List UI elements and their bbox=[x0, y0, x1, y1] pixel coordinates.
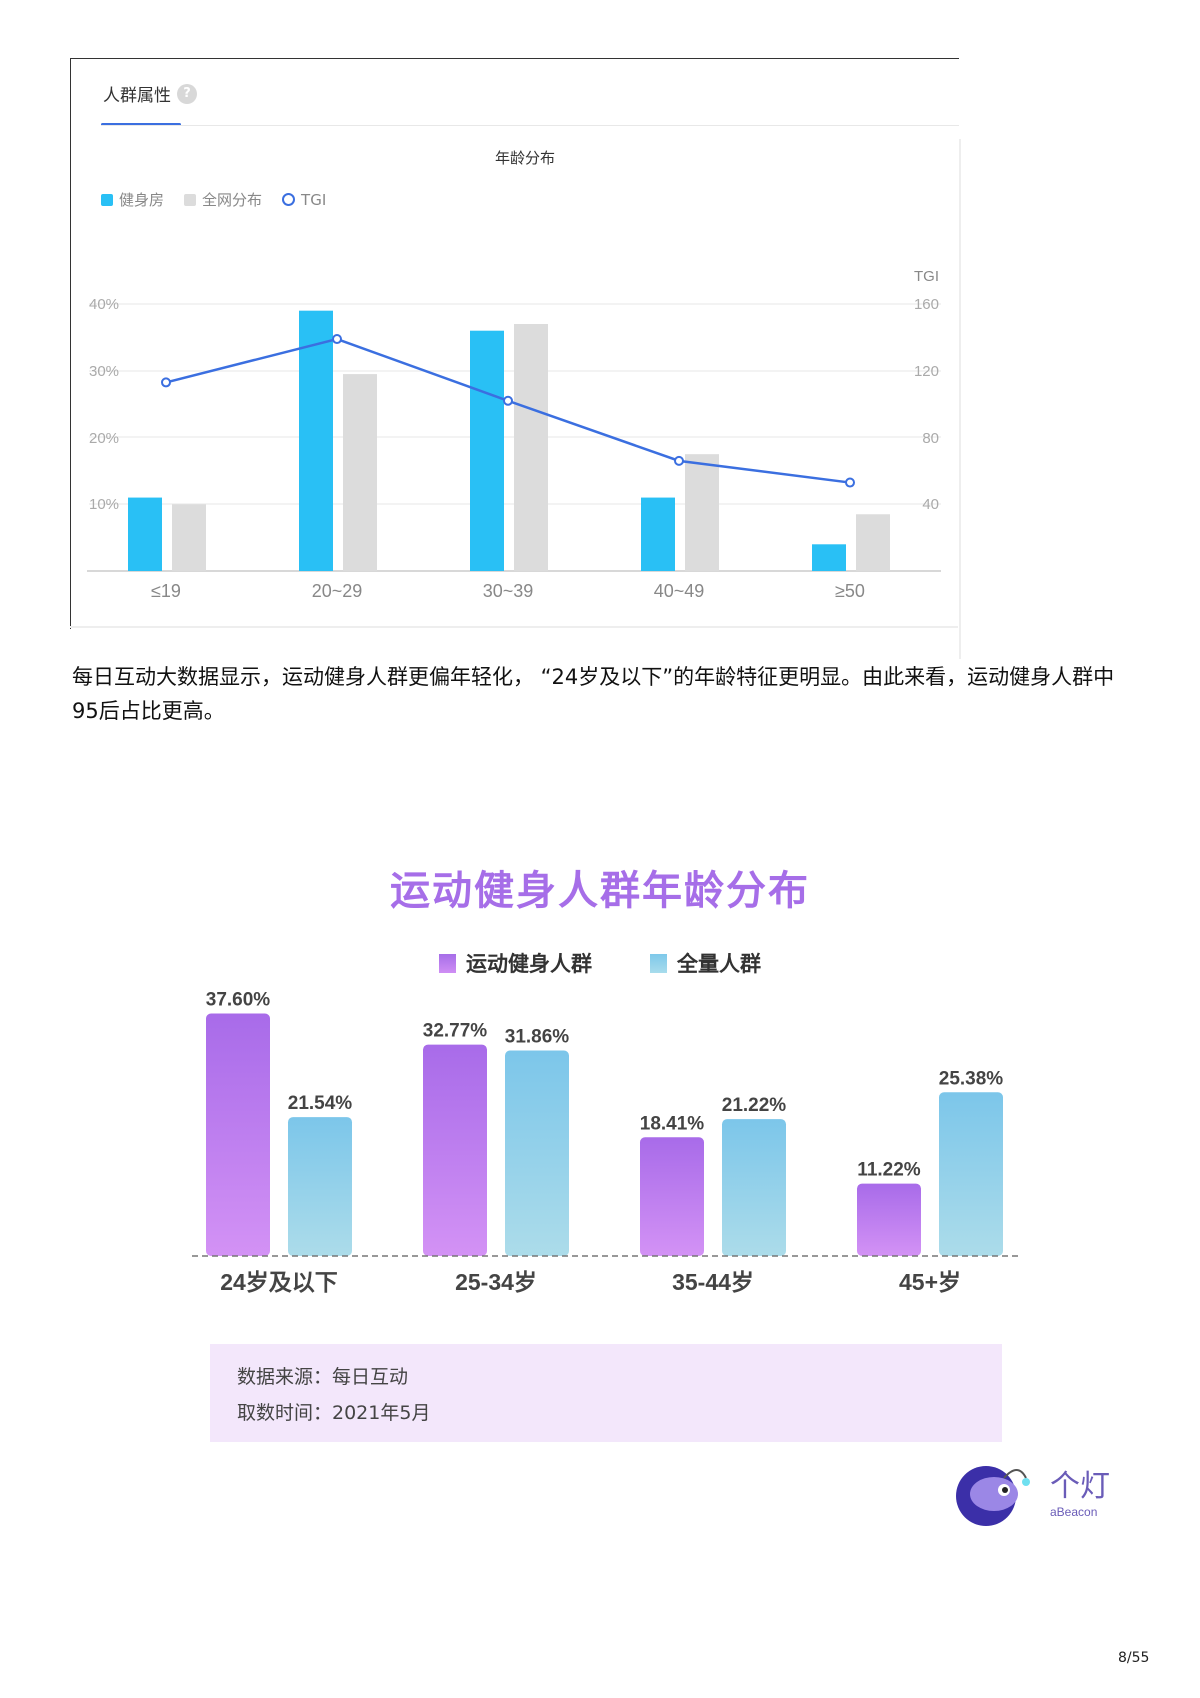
bar-gym[interactable] bbox=[641, 497, 675, 571]
legend-item-fitness: 运动健身人群 bbox=[439, 948, 592, 978]
bar-fitness[interactable] bbox=[423, 1044, 487, 1256]
bar-gym[interactable] bbox=[812, 544, 846, 571]
bar-value-label: 37.60% bbox=[206, 989, 271, 1010]
legend-label-tgi[interactable]: TGI bbox=[301, 190, 327, 209]
x-category-label: 45+岁 bbox=[899, 1269, 961, 1295]
bar-value-label: 21.22% bbox=[722, 1095, 787, 1116]
svg-text:10%: 10% bbox=[89, 496, 119, 513]
svg-text:40%: 40% bbox=[89, 296, 119, 313]
bar-network[interactable] bbox=[856, 514, 890, 571]
bar-value-label: 32.77% bbox=[423, 1021, 488, 1042]
tgi-point[interactable] bbox=[845, 477, 855, 488]
bar-value-label: 18.41% bbox=[640, 1113, 705, 1134]
tgi-point[interactable] bbox=[332, 334, 342, 345]
bar-network[interactable] bbox=[343, 374, 377, 571]
bar-network[interactable] bbox=[514, 324, 548, 571]
data-source-box: 数据来源：每日互动 取数时间：2021年5月 bbox=[210, 1344, 1002, 1442]
svg-text:20%: 20% bbox=[89, 430, 119, 447]
logo-en: aBeacon bbox=[1050, 1505, 1097, 1519]
x-tick-label: ≤19 bbox=[151, 581, 181, 601]
page-number: 8/55 bbox=[1118, 1650, 1150, 1666]
svg-text:40: 40 bbox=[922, 496, 939, 513]
legend-label-gym[interactable]: 健身房 bbox=[119, 191, 165, 209]
chart-frame-edge bbox=[959, 139, 961, 659]
tgi-point[interactable] bbox=[674, 455, 684, 466]
legend-label-network[interactable]: 全网分布 bbox=[202, 191, 263, 209]
x-category-label: 24岁及以下 bbox=[220, 1269, 338, 1295]
x-category-label: 35-44岁 bbox=[672, 1269, 754, 1295]
bar-value-label: 11.22% bbox=[857, 1160, 920, 1181]
x-tick-label: 40~49 bbox=[654, 581, 705, 601]
left-axis-ticks: 40% 30% 20% 10% bbox=[89, 296, 119, 513]
x-tick-label: 30~39 bbox=[483, 581, 534, 601]
bar-gym[interactable] bbox=[470, 330, 504, 571]
tgi-point[interactable] bbox=[161, 377, 171, 388]
fitness-age-chart: 37.60% 21.54% 32.77% 31.86% 18.41% 21.22% 11.2… bbox=[192, 989, 1022, 1295]
tgi-point[interactable] bbox=[503, 395, 513, 406]
chart2-legend: 运动健身人群 全量人群 bbox=[0, 948, 1200, 978]
svg-text:80: 80 bbox=[922, 430, 939, 447]
legend-label-all: 全量人群 bbox=[677, 952, 761, 976]
logo-cn: 个灯 bbox=[1050, 1470, 1110, 1503]
legend-item-all: 全量人群 bbox=[650, 948, 761, 978]
anglerfish-icon: 个灯 aBeacon bbox=[956, 1466, 1110, 1526]
tgi-line bbox=[165, 337, 851, 484]
bar-fitness[interactable] bbox=[857, 1183, 921, 1256]
legend-swatch-all bbox=[650, 953, 667, 973]
age-distribution-chart: 40% 30% 20% 10% TGI 160 120 80 40 ≤19 20~… bbox=[87, 268, 941, 601]
bar-all[interactable] bbox=[939, 1092, 1003, 1256]
svg-text:120: 120 bbox=[914, 363, 939, 380]
data-source-line: 数据来源：每日互动 bbox=[237, 1366, 409, 1388]
tab-divider bbox=[101, 125, 959, 126]
chart2-title: 运动健身人群年龄分布 bbox=[390, 868, 810, 914]
x-tick-label: ≥50 bbox=[835, 581, 865, 601]
legend-swatch-gym bbox=[101, 193, 113, 206]
bar-all[interactable] bbox=[505, 1050, 569, 1256]
x-tick-label: 20~29 bbox=[312, 581, 363, 601]
bar-gym[interactable] bbox=[128, 497, 162, 571]
card-bottom-shadow bbox=[70, 626, 958, 628]
analysis-paragraph: 每日互动大数据显示，运动健身人群更偏年轻化， “24岁及以下”的年龄特征更明显。… bbox=[72, 665, 1115, 723]
chart-title: 年龄分布 bbox=[495, 149, 556, 167]
svg-text:TGI: TGI bbox=[914, 268, 939, 285]
bar-value-label: 25.38% bbox=[939, 1068, 1004, 1089]
bar-value-label: 21.54% bbox=[288, 1093, 353, 1114]
bar-gym[interactable] bbox=[299, 310, 333, 571]
x-category-label: 25-34岁 bbox=[455, 1269, 537, 1295]
bar-fitness[interactable] bbox=[640, 1137, 704, 1256]
bar-network[interactable] bbox=[685, 454, 719, 571]
legend-ring-icon bbox=[282, 193, 296, 206]
bar-network[interactable] bbox=[172, 504, 206, 571]
active-tab-indicator bbox=[101, 123, 181, 126]
bar-all[interactable] bbox=[288, 1117, 352, 1256]
data-time-line: 取数时间：2021年5月 bbox=[237, 1402, 431, 1424]
crowd-attributes-card: 人群属性 ? 年龄分布 健身房 全网分布 TGI 40% 30% 20% 10%… bbox=[70, 58, 961, 659]
legend-swatch-fitness bbox=[439, 953, 456, 973]
chart-legend: 健身房 全网分布 TGI bbox=[101, 189, 326, 210]
help-icon[interactable]: ? bbox=[177, 83, 197, 104]
tab-label: 人群属性 bbox=[103, 86, 171, 106]
abeacon-logo: 个灯 aBeacon bbox=[948, 1460, 1128, 1528]
tab-crowd-attributes[interactable]: 人群属性 ? bbox=[103, 81, 197, 106]
bar-fitness[interactable] bbox=[206, 1013, 270, 1256]
right-axis-ticks: TGI 160 120 80 40 bbox=[914, 268, 939, 513]
svg-text:160: 160 bbox=[914, 296, 939, 313]
bar-value-label: 31.86% bbox=[505, 1027, 570, 1048]
legend-swatch-network bbox=[184, 193, 197, 206]
svg-text:30%: 30% bbox=[89, 363, 119, 380]
legend-label-fitness: 运动健身人群 bbox=[466, 952, 592, 976]
bar-all[interactable] bbox=[722, 1119, 786, 1256]
